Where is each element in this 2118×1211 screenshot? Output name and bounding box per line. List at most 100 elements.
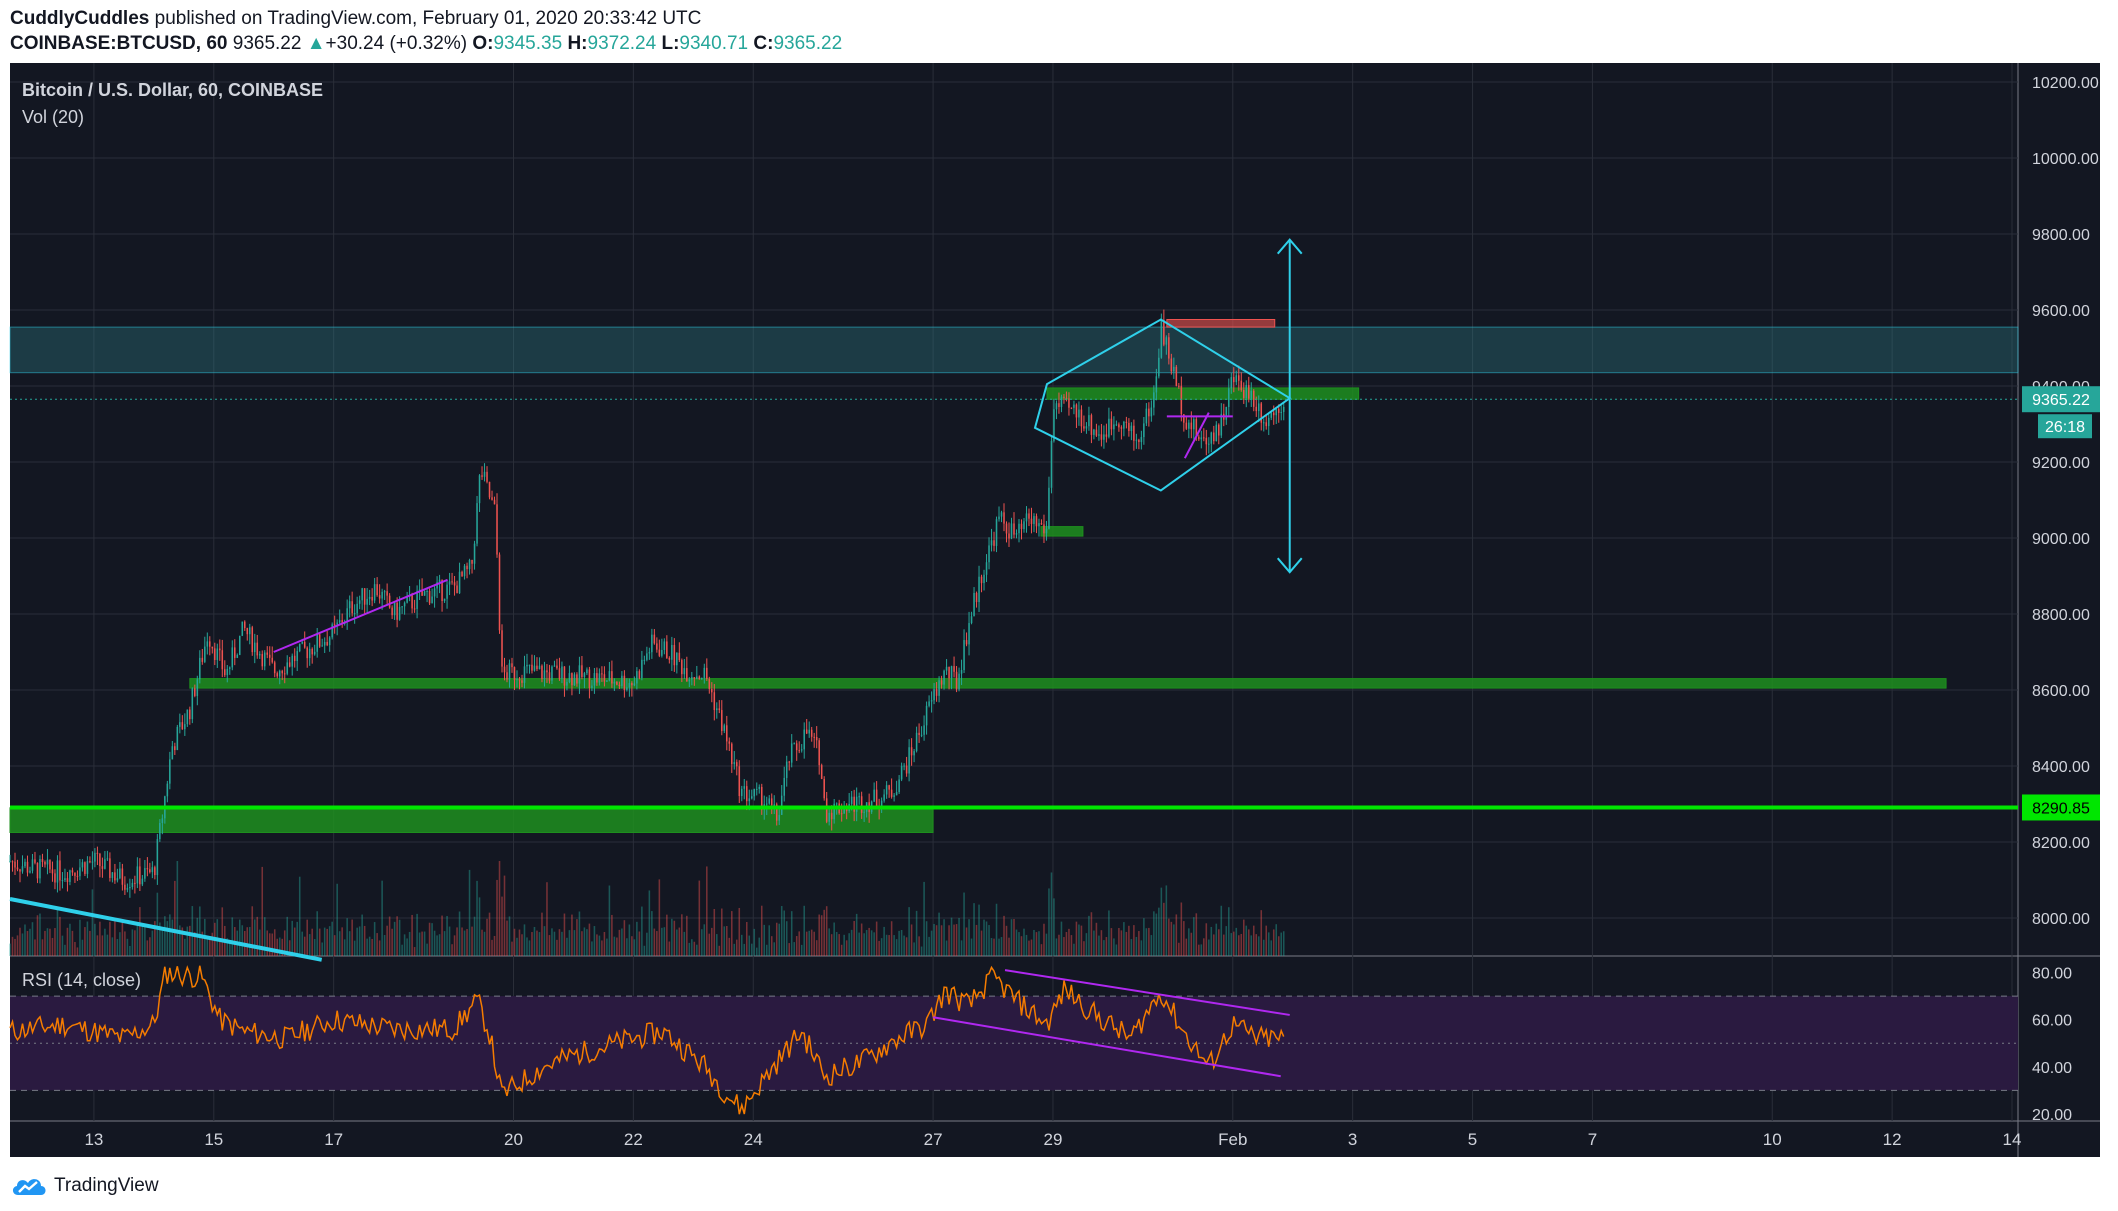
candle-body <box>311 648 313 655</box>
volume-bar <box>968 919 970 956</box>
candle-body <box>116 878 119 881</box>
volume-bar <box>536 930 538 956</box>
volume-bar <box>184 938 186 956</box>
volume-bar <box>36 915 39 956</box>
candle-body <box>850 796 853 804</box>
tradingview-cloud-icon <box>12 1179 46 1195</box>
volume-bar <box>9 943 11 956</box>
volume-bar <box>538 932 541 956</box>
volume-bar <box>701 929 703 956</box>
volume-bar <box>273 929 276 956</box>
candle-body <box>238 635 241 655</box>
volume-bar <box>790 911 793 956</box>
published-text: published on TradingView.com, February 0… <box>154 8 702 29</box>
volume-bar <box>716 934 718 956</box>
candle-body <box>895 792 898 796</box>
volume-bar <box>119 932 121 956</box>
candle-body <box>486 471 488 482</box>
candle-body <box>930 700 933 702</box>
volume-bar <box>748 935 751 956</box>
candle-body <box>371 596 373 601</box>
volume-bar <box>558 929 561 956</box>
candle-body <box>159 823 161 840</box>
volume-bar <box>518 929 521 956</box>
volume-bar <box>890 921 893 956</box>
volume-label: Vol (20) <box>22 107 84 127</box>
candle-body <box>134 882 136 884</box>
volume-bar <box>91 889 94 956</box>
candle-body <box>928 701 930 706</box>
volume-bar <box>795 936 798 956</box>
candle-body <box>1203 437 1205 439</box>
volume-bar <box>498 861 501 956</box>
volume-bar <box>256 916 259 956</box>
volume-bar <box>303 936 306 956</box>
volume-bar <box>1098 935 1100 956</box>
countdown-tag <box>2038 414 2092 439</box>
volume-bar <box>965 927 968 956</box>
price-axis-pane <box>2018 63 2100 1157</box>
candle-body <box>1115 424 1118 426</box>
volume-bar <box>935 925 938 956</box>
volume-bar <box>61 935 64 956</box>
candle-body <box>1003 512 1005 524</box>
volume-bar <box>406 938 408 956</box>
close-value: 9365.22 <box>773 33 843 54</box>
candle-body <box>263 652 266 667</box>
volume-bar <box>733 943 736 956</box>
candle-body <box>716 708 718 711</box>
candle-body <box>576 674 578 684</box>
volume-bar <box>1060 921 1063 956</box>
candle-body <box>606 680 608 682</box>
green-zone-9020 <box>1040 526 1084 537</box>
volume-bar <box>169 914 171 956</box>
volume-bar <box>1068 928 1070 956</box>
time-tick-label: 29 <box>1044 1130 1063 1149</box>
candle-body <box>988 545 990 563</box>
countdown-tag-label: 26:18 <box>2045 419 2085 436</box>
time-axis-pane <box>10 1121 2018 1157</box>
volume-bar <box>576 919 578 956</box>
volume-bar <box>1030 939 1033 956</box>
volume-bar <box>14 938 16 956</box>
candle-body <box>1135 439 1138 441</box>
candle-body <box>281 670 284 674</box>
candle-body <box>770 798 773 806</box>
volume-bar <box>478 897 481 956</box>
candle-body <box>496 504 498 555</box>
candle-body <box>933 689 935 701</box>
candle-body <box>676 652 678 666</box>
candle-body <box>648 652 651 654</box>
volume-bar <box>366 938 368 956</box>
volume-bar <box>648 890 651 956</box>
brand-name[interactable]: TradingView <box>54 1175 159 1196</box>
volume-bar <box>1163 902 1165 956</box>
volume-bar <box>543 926 546 956</box>
volume-bar <box>616 937 618 956</box>
candle-body <box>1213 432 1215 442</box>
candle-body <box>219 648 221 651</box>
candle-body <box>1215 424 1218 442</box>
volume-bar <box>164 916 166 956</box>
volume-bar <box>343 939 346 956</box>
candle-body <box>413 608 416 610</box>
volume-bar <box>1008 937 1010 956</box>
author-name[interactable]: CuddlyCuddles <box>10 8 150 29</box>
volume-bar <box>865 930 868 956</box>
candle-body <box>603 674 606 682</box>
candle-body <box>1185 422 1188 429</box>
volume-bar <box>1165 885 1168 956</box>
candle-body <box>875 789 878 807</box>
volume-bar <box>191 906 194 956</box>
last-value: 9365.22 <box>232 33 302 54</box>
level-price-tag-label: 8290.85 <box>2032 800 2090 817</box>
volume-bar <box>21 933 24 956</box>
candle-body <box>1225 406 1228 420</box>
candle-body <box>411 595 413 609</box>
volume-bar <box>189 925 191 956</box>
volume-bar <box>803 905 805 956</box>
candle-body <box>428 591 431 604</box>
volume-bar <box>878 940 880 956</box>
volume-bar <box>356 927 358 956</box>
